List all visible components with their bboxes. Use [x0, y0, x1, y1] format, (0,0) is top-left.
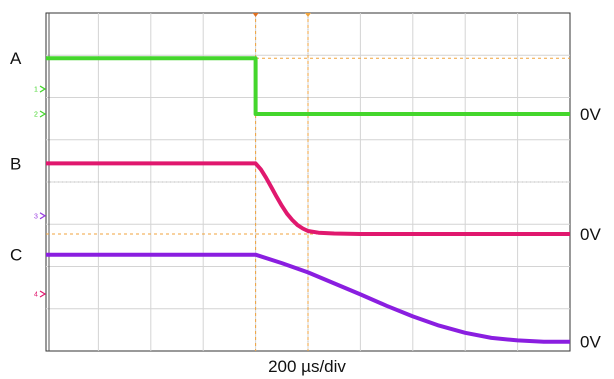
trigger-marker — [252, 13, 259, 17]
trace-c — [46, 252, 570, 344]
trace-a — [46, 56, 570, 116]
traces — [46, 56, 570, 344]
zero-level-label: 0V — [580, 105, 601, 124]
channel-marker-label: 3 — [34, 213, 38, 220]
x-axis-label: 200 µs/div — [268, 357, 346, 376]
trace-name-label: C — [10, 246, 22, 265]
trace-labels: A 0V B 0V C 0V — [10, 49, 601, 351]
zero-level-label: 0V — [580, 225, 601, 244]
trace-name-label: A — [10, 49, 22, 68]
cursor-marker — [305, 13, 311, 17]
trace-name-label: B — [10, 154, 21, 173]
channel-marker-arrow — [39, 85, 47, 93]
zero-level-label: 0V — [580, 333, 601, 352]
trace-b — [46, 161, 570, 236]
channel-marker-label: 4 — [34, 291, 38, 298]
channel-marker-arrow — [39, 110, 47, 118]
channel-marker-label: 1 — [34, 87, 38, 94]
channel-marker-label: 2 — [34, 111, 38, 118]
channel-marker-arrow — [39, 290, 47, 298]
channel-marker-arrow — [39, 212, 47, 220]
channel-markers: 1 2 3 4 — [34, 85, 47, 298]
